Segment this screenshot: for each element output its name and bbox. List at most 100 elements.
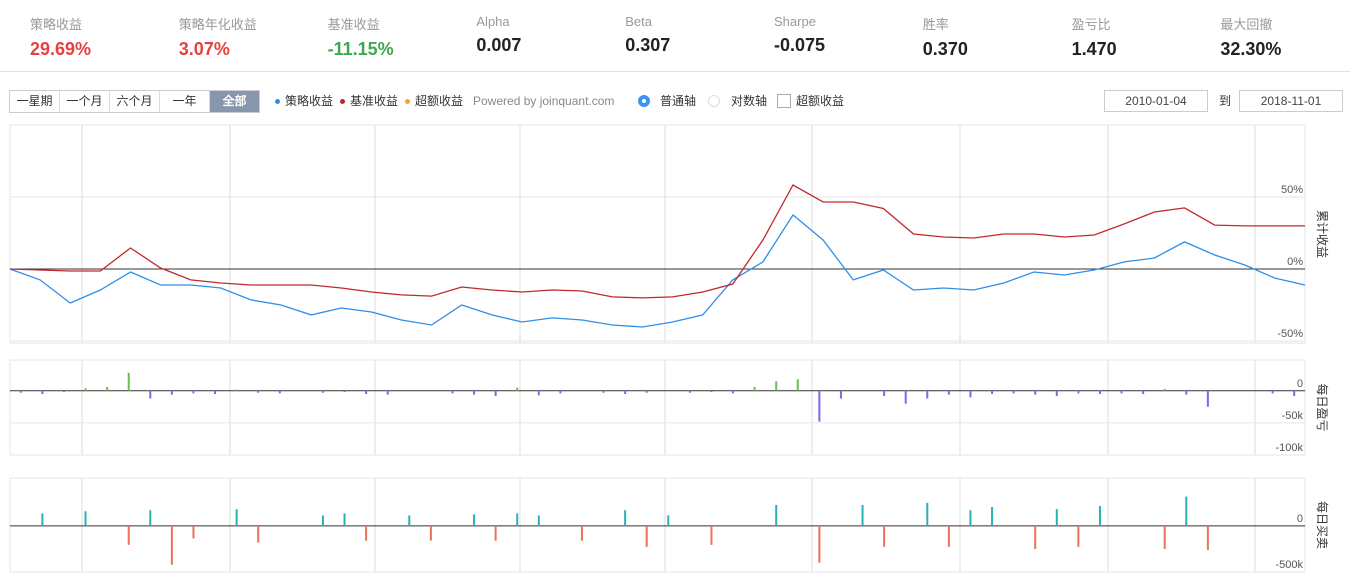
bar [321, 515, 324, 526]
bar [1055, 509, 1058, 526]
bar [41, 390, 44, 395]
bar [257, 390, 260, 393]
bar [41, 513, 44, 526]
bar [926, 390, 929, 399]
bar [537, 515, 540, 526]
bar [645, 390, 648, 393]
legend-dot [340, 99, 346, 105]
metric: Beta 0.307 [625, 14, 670, 56]
bar [991, 390, 994, 395]
range-button[interactable]: 全部 [210, 91, 259, 112]
legend-dot [405, 99, 411, 105]
bar [214, 390, 217, 395]
bar [624, 510, 627, 526]
bar [559, 390, 562, 394]
range-button[interactable]: 一个月 [60, 91, 110, 112]
bar [365, 390, 368, 395]
metric-value: 32.30% [1220, 39, 1282, 59]
metric-value: -0.075 [774, 35, 826, 55]
series-line [9, 184, 1305, 299]
bar [257, 525, 260, 543]
start-date[interactable]: 2010-01-04 [1104, 90, 1208, 112]
bar [904, 390, 907, 404]
bar [1293, 390, 1296, 396]
bar [1142, 390, 1145, 395]
metric-label: Beta [625, 14, 652, 29]
y-tick-label: 0 [1297, 513, 1303, 525]
bar [710, 390, 713, 393]
bar [170, 390, 173, 395]
metric: Sharpe -0.075 [774, 14, 825, 56]
range-button[interactable]: 六个月 [110, 91, 160, 112]
bar [149, 390, 152, 399]
y-tick-label: 50% [1281, 184, 1303, 196]
end-date[interactable]: 2018-11-01 [1239, 90, 1343, 112]
metric-label: 策略年化收益 [178, 17, 257, 32]
checkbox[interactable] [777, 94, 791, 108]
bar [1098, 506, 1101, 526]
metric-value: 0.007 [476, 35, 522, 55]
bar [1034, 390, 1037, 395]
bar [127, 372, 130, 391]
metric: 策略收益 29.69% [30, 14, 91, 60]
bar [19, 390, 22, 393]
bar [321, 390, 324, 393]
metric-label: Sharpe [774, 14, 816, 29]
range-button[interactable]: 一星期 [10, 91, 60, 112]
metric: Alpha 0.007 [476, 14, 521, 56]
y-axis-title: 每日买卖 [1315, 501, 1330, 549]
bar [106, 386, 109, 391]
legend-label: 基准收益 [350, 94, 399, 108]
metric: 最大回撤 32.30% [1220, 14, 1281, 60]
axis-option[interactable]: 对数轴 [731, 94, 768, 108]
y-tick-label: -50k [1282, 410, 1304, 422]
bar [1185, 390, 1188, 395]
legend-item[interactable]: 基准收益 [340, 94, 398, 108]
metric-value: 3.07% [178, 39, 230, 59]
bar [1077, 525, 1080, 547]
bar [775, 505, 778, 526]
bar [1120, 390, 1123, 394]
legend-dot [275, 99, 280, 105]
metric-label: Alpha [476, 14, 510, 29]
axis-option[interactable]: 普通轴 [660, 94, 697, 108]
bar [473, 390, 476, 395]
bar [192, 390, 195, 394]
radio[interactable] [708, 95, 720, 107]
legend-label: 策略收益 [285, 94, 334, 108]
bar [602, 390, 605, 393]
bar [84, 511, 87, 526]
bar [1206, 525, 1209, 550]
legend-item[interactable]: 策略收益 [275, 94, 333, 108]
range-button[interactable]: 一年 [160, 91, 210, 112]
checkbox-label[interactable]: 超额收益 [796, 94, 845, 108]
bar [753, 386, 756, 391]
bar [947, 390, 950, 395]
bar [473, 514, 476, 526]
plot-frame [9, 359, 1306, 456]
bar [84, 388, 87, 391]
bar [365, 525, 368, 541]
bar [1012, 390, 1015, 394]
metric-value: 0.370 [922, 39, 968, 59]
bar [1185, 496, 1188, 526]
bar [494, 525, 497, 541]
bar [516, 387, 519, 391]
y-tick-label: -50% [1277, 328, 1303, 340]
bar [170, 525, 173, 565]
y-tick-label: -500k [1275, 559, 1303, 571]
bar [235, 509, 238, 526]
legend-item[interactable]: 超额收益 [405, 94, 463, 108]
metric-value: 1.470 [1071, 39, 1117, 59]
legend: 策略收益 基准收益 超额收益 [275, 94, 470, 108]
bar [580, 525, 583, 541]
bar [1055, 390, 1058, 396]
y-axis-title: 每日盈亏 [1315, 383, 1330, 431]
bar [343, 390, 346, 393]
bar [818, 390, 821, 422]
bar [516, 513, 519, 526]
radio[interactable] [638, 95, 650, 107]
bar [710, 525, 713, 545]
metric-label: 基准收益 [327, 17, 380, 32]
bar [883, 525, 886, 547]
